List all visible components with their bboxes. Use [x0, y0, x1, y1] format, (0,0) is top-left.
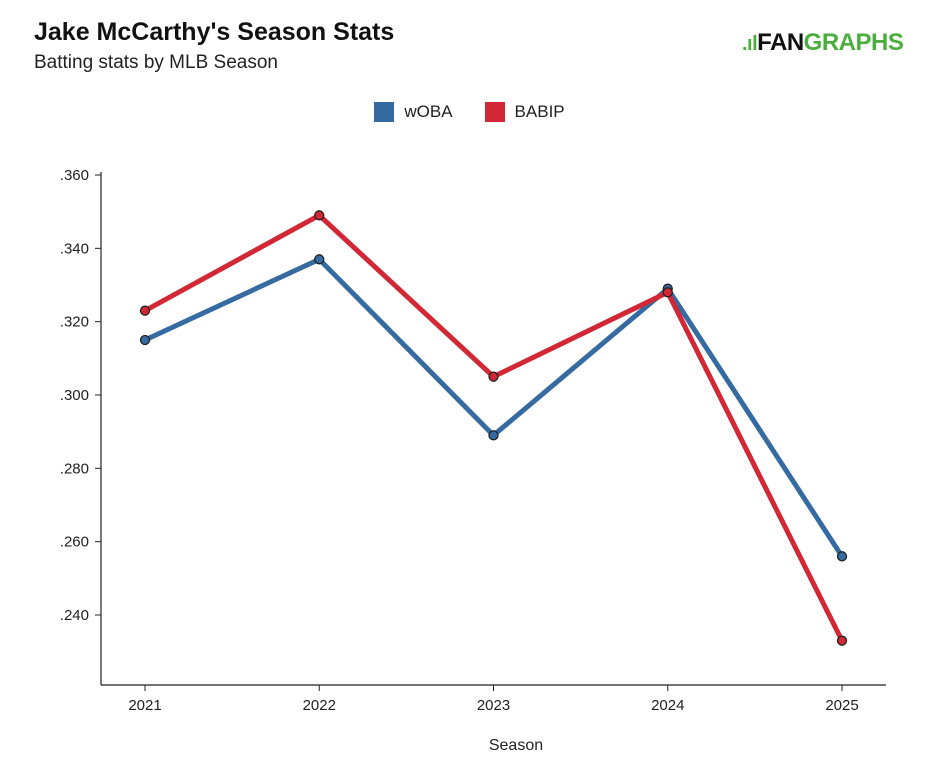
legend: wOBA BABIP [0, 102, 939, 122]
y-tick-label: .340 [60, 240, 89, 257]
y-tick-label: .260 [60, 534, 89, 551]
x-axis-label: Season [489, 737, 543, 754]
data-point-babip [662, 287, 673, 298]
x-tick-label: 2023 [477, 697, 510, 714]
data-point-babip [836, 635, 848, 646]
x-tick-label: 2025 [825, 697, 858, 714]
logo-bars-icon: .ıl [742, 33, 758, 55]
data-point-woba [314, 254, 325, 265]
chart-subtitle: Batting stats by MLB Season [34, 52, 278, 73]
y-tick-label: .320 [60, 314, 89, 331]
chart-title: Jake McCarthy's Season Stats [34, 18, 395, 46]
data-point-woba [139, 334, 151, 346]
data-point-babip [139, 305, 151, 316]
fangraphs-logo: .ılFANGRAPHS [742, 29, 904, 56]
data-point-woba [488, 430, 499, 441]
y-tick-label: .360 [60, 167, 89, 184]
x-tick-label: 2022 [303, 697, 336, 714]
x-tick-label: 2021 [128, 697, 161, 714]
data-point-babip [314, 210, 325, 221]
data-point-woba [836, 551, 848, 562]
series-line-babip [143, 212, 845, 642]
legend-label-woba: wOBA [404, 102, 453, 121]
y-tick-label: .280 [60, 460, 89, 477]
x-tick-label: 2024 [651, 697, 684, 714]
y-tick-label: .240 [60, 607, 89, 624]
legend-item-woba: wOBA [374, 102, 453, 122]
y-tick-label: .300 [60, 387, 89, 404]
legend-label-babip: BABIP [514, 102, 565, 121]
data-point-babip [488, 371, 499, 382]
legend-swatch-babip [484, 102, 505, 122]
legend-item-babip: BABIP [484, 102, 565, 122]
series-line-woba [143, 256, 845, 558]
legend-swatch-woba [374, 102, 395, 122]
